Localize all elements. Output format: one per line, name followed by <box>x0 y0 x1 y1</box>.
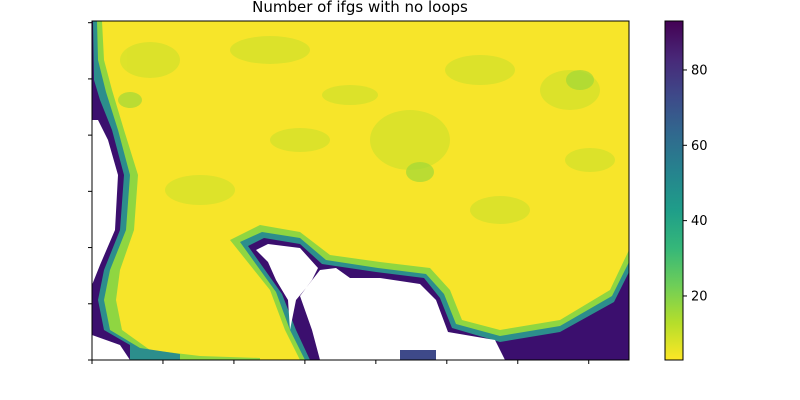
colorbar-tick-label: 20 <box>691 289 708 304</box>
x-axis-ticks <box>91 360 590 364</box>
medium-value-patches <box>118 70 594 182</box>
plot-frame <box>91 20 630 361</box>
low-value-patches <box>120 36 615 224</box>
left-nodata-lower <box>92 335 130 360</box>
colorbar-tick-label: 80 <box>691 63 708 78</box>
colorbar-gradient <box>664 20 684 361</box>
colorbar-tick-label: 60 <box>691 139 708 154</box>
bay-nodata-region <box>256 244 505 360</box>
colorbar-ticks: 20 40 60 80 <box>683 63 708 304</box>
colorbar: 20 40 60 80 <box>664 20 708 361</box>
colorbar-tick-label: 40 <box>691 214 708 229</box>
chart-title: Number of ifgs with no loops <box>252 0 468 16</box>
y-axis-ticks <box>88 22 92 361</box>
left-nodata-region <box>92 120 118 285</box>
bay-bottom-patch <box>400 350 436 360</box>
heatmap-plot-area <box>92 21 629 360</box>
